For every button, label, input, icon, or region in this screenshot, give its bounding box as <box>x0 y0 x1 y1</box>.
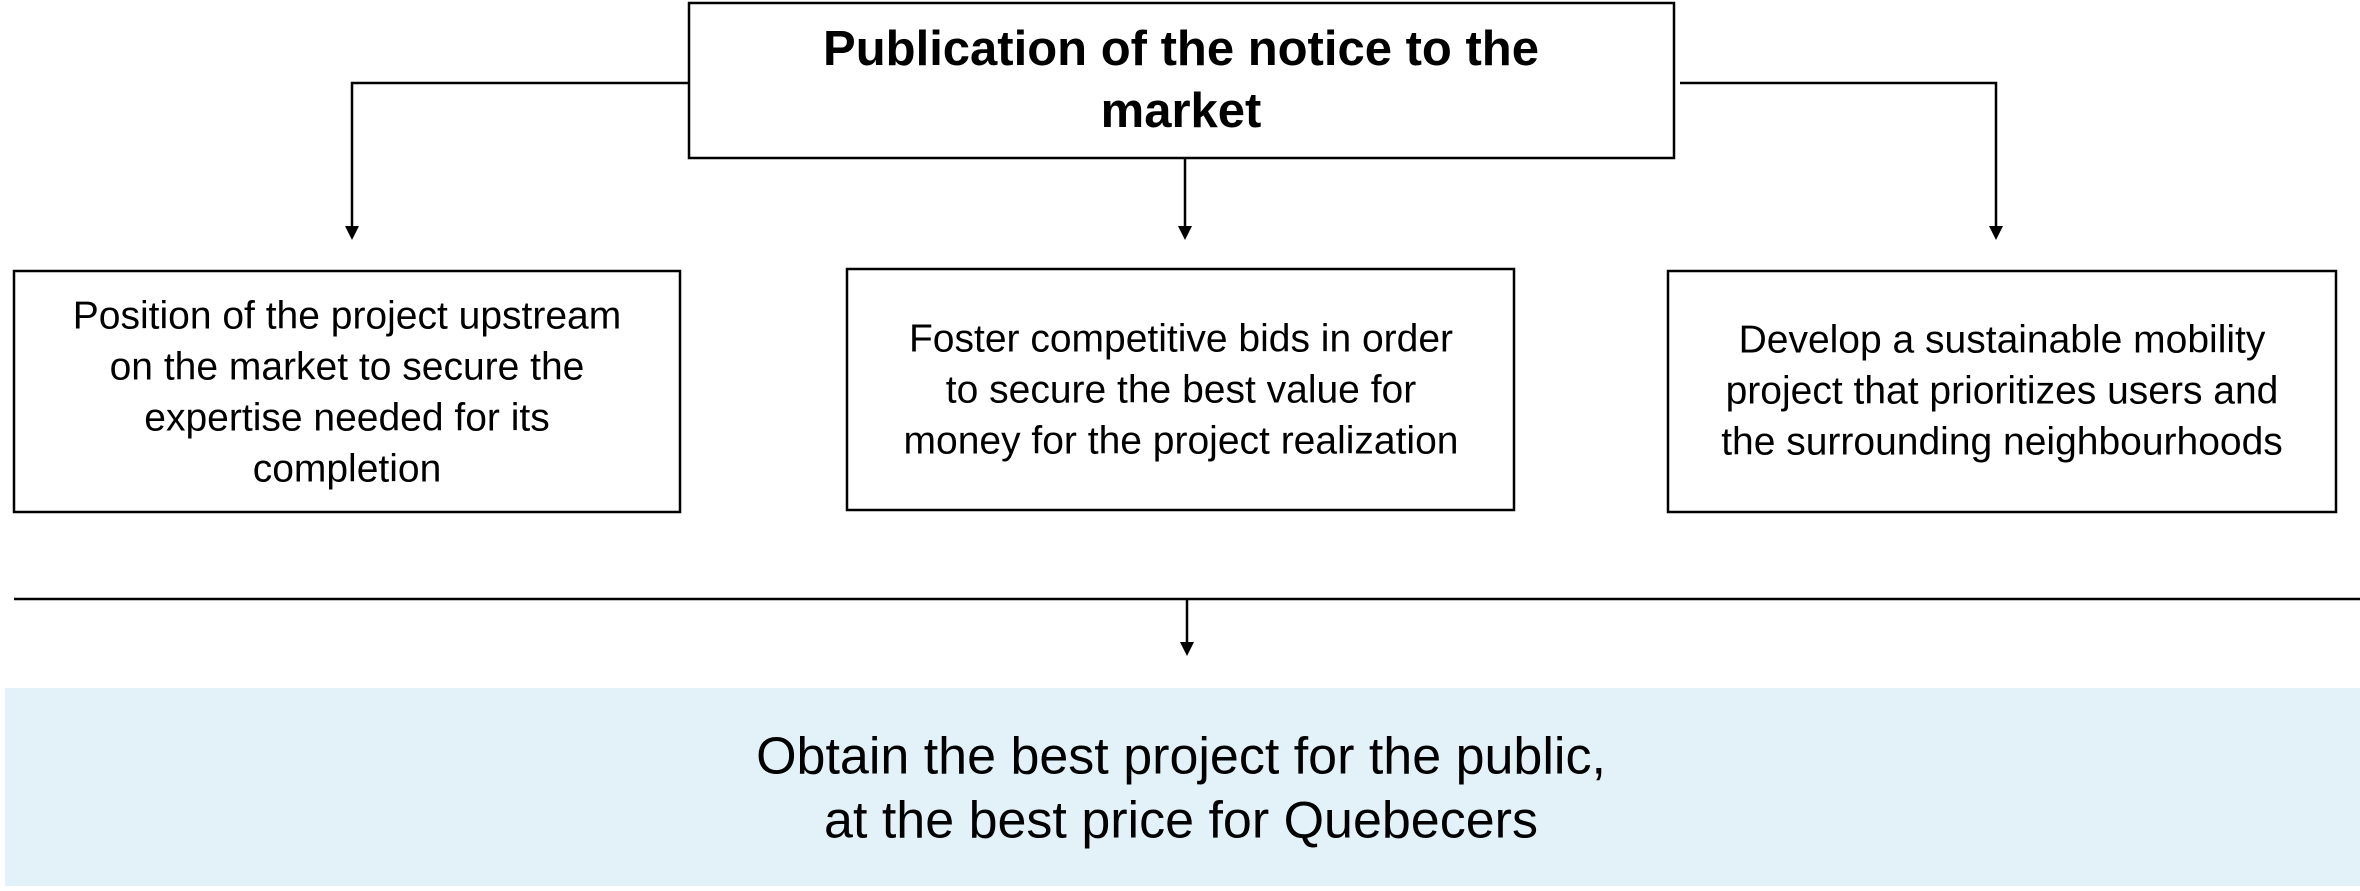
node-box <box>12 269 682 514</box>
node-line: Foster competitive bids in order <box>909 317 1453 360</box>
node-line: to secure the best value for <box>946 368 1416 411</box>
node-line: on the market to secure the <box>110 345 585 388</box>
outcome-band <box>5 688 2360 886</box>
node-line: Position of the project upstream <box>73 294 621 337</box>
node-box <box>1666 269 2338 514</box>
node-line: project that prioritizes users and <box>1726 369 2279 412</box>
node-line: Develop a sustainable mobility <box>1739 318 2266 361</box>
node-line: expertise needed for its <box>144 396 549 439</box>
arrow-head <box>1180 642 1194 656</box>
top-node-line: Publication of the notice to the <box>823 22 1539 76</box>
outcome-line: Obtain the best project for the public, <box>756 728 1606 786</box>
node-line: completion <box>253 447 442 490</box>
node-line: the surrounding neighbourhoods <box>1721 420 2283 463</box>
arrow-head <box>1178 226 1192 240</box>
arrow-head <box>345 226 359 240</box>
top-node-box <box>687 1 1676 160</box>
top-node-line: market <box>1101 84 1262 138</box>
outcome-line: at the best price for Quebecers <box>824 792 1538 850</box>
node-box <box>845 267 1516 512</box>
connector <box>1680 81 1998 228</box>
connector <box>350 81 689 228</box>
node-line: money for the project realization <box>904 419 1459 462</box>
arrow-head <box>1989 226 2003 240</box>
